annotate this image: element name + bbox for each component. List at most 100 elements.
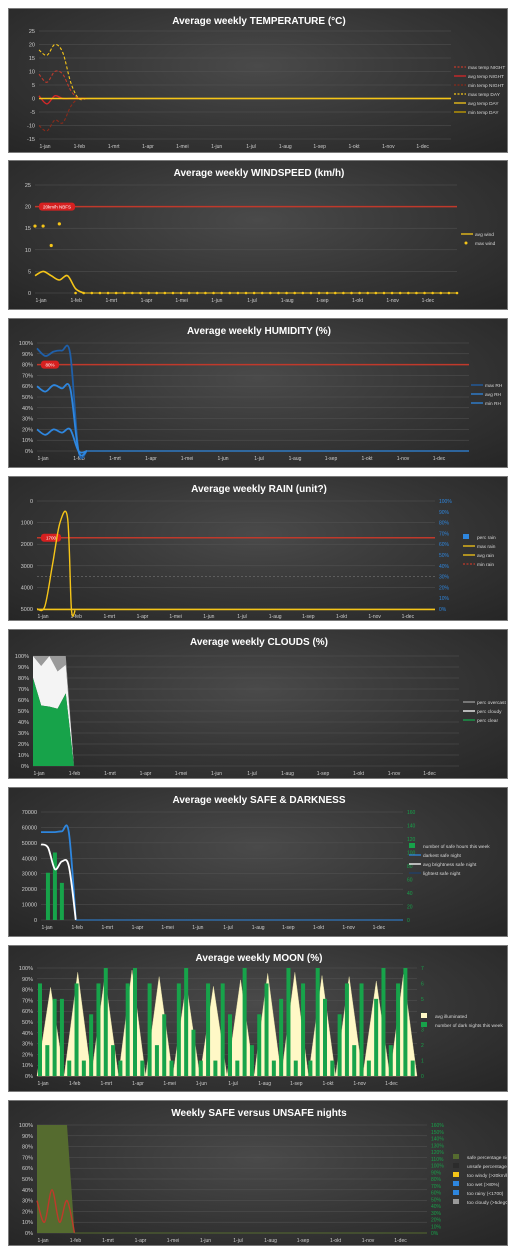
data-point [228,291,232,295]
data-point [179,291,183,295]
x-tick-label: 1-sep [313,144,326,150]
x-tick-label: 1-nov [386,298,399,304]
y-tick-label: 70% [18,687,29,693]
y-tick-label: 40% [22,1031,33,1037]
data-point [244,291,248,295]
legend-label: number of dark nights this week [435,1023,503,1029]
safe_unsafe-chart-svg: Weekly SAFE versus UNSAFE nights100%90%8… [19,1108,508,1244]
y2-tick-label: 60 [407,878,413,884]
area-illuminated [36,987,65,1077]
y2-tick-label: 20% [439,585,450,591]
x-tick-label: 1-mrt [109,456,121,462]
legend-swatch [453,1199,459,1204]
legend-label: max temp NIGHT [468,65,505,71]
y2-tick-label: 70% [439,531,450,537]
bar [147,983,152,1076]
humidity-chart-panel: Average weekly HUMIDITY (%) 100% 90% 80% 70%… [8,318,508,468]
area-safe [37,1125,75,1233]
y2-tick-label: 0% [431,1231,439,1237]
x-tick-label: 1-feb [70,614,82,620]
y-tick-label: 10 [25,248,31,254]
bar [176,983,181,1076]
x-tick-label: 1-apr [141,298,153,304]
data-point [333,291,337,295]
y-tick-label: 40% [22,1188,33,1194]
legend-label: safe percentage night [467,1155,508,1161]
y2-tick-label: 10% [431,1224,442,1230]
y2-tick-label: 0 [421,1074,424,1080]
legend-label: unsafe percentage night [467,1164,508,1170]
data-point [439,291,443,295]
x-tick-label: 1-mei [175,771,188,777]
y-tick-label: 60% [22,384,33,390]
humidity-chart-svg: Average weekly HUMIDITY (%) 100% 90% 80% 70%… [19,326,503,462]
data-point [74,291,77,295]
x-tick-label: 1-apr [145,456,157,462]
bar [38,983,42,1076]
x-tick-label: 1-jun [200,1238,211,1244]
bar [220,983,225,1076]
bar [59,882,64,920]
x-tick-label: 1-jan [37,456,48,462]
x-tick-label: 1-mei [175,298,188,304]
data-point [317,291,321,295]
y2-tick-label: 110% [431,1157,444,1163]
legend-label: too windy (>20km/h) [467,1173,508,1179]
bar [74,983,79,1076]
moon-chart-svg: Average weekly MOON (%)100%90%80%70%60%5… [19,953,503,1087]
data-point [196,291,199,295]
x-tick-label: 1-feb [74,144,86,150]
x-tick-label: 1-okt [361,456,373,462]
y-tick-label: 70% [22,1155,33,1161]
data-point [350,291,353,295]
y-tick-label: 30% [22,1199,33,1205]
data-point [423,291,426,295]
legend-swatch [421,1022,427,1027]
legend: perc rain max rain avg rain min rain [463,534,496,568]
y2-tick-label: 10% [439,596,450,602]
x-tick-label: 1-apr [142,144,154,150]
x-tick-label: 1-feb [70,1238,82,1244]
bar [257,1014,262,1076]
y-tick-label: 80% [18,676,29,682]
y-tick-label: 10% [22,1220,33,1226]
bar [337,1014,342,1076]
legend-label: lightest safe night [423,871,461,877]
bar [118,1060,123,1076]
bar [154,1045,159,1076]
data-point [106,291,110,295]
x-tick-label: 1-nov [397,456,410,462]
bar [59,998,64,1076]
clouds-chart-panel: Average weekly CLOUDS (%) 100% 90% 80% 70% 60… [8,629,508,779]
data-point [325,291,329,295]
x-tick-label: 1-mei [161,925,174,931]
series-line [36,1189,76,1234]
y-tick-label: 90% [22,1134,33,1140]
bar [301,983,306,1076]
x-tick-label: 1-jul [237,614,246,620]
x-tick-label: 1-jan [37,614,48,620]
legend-label: number of safe hours this week [423,844,490,850]
y2-tick-label: 80 [407,864,413,870]
area-clear [33,678,74,766]
x-tick-label: 1-mei [163,1081,176,1087]
data-point [90,291,94,295]
y2-tick-label: 160% [431,1123,444,1129]
x-tick-label: 1-okt [336,614,348,620]
y-tick-label: 100% [19,341,33,347]
moon-chart-panel: Average weekly MOON (%) 100% 90% 80% 70% 60% 5… [8,945,508,1092]
x-tick-label: 1-nov [353,1081,366,1087]
series-line [40,843,77,921]
safe_darkness-chart-panel: Average weekly SAFE & DARKNESS 70000 60000… [8,787,508,937]
y2-tick-label: 40% [431,1204,442,1210]
x-tick-label: 1-mei [169,614,182,620]
data-point [309,291,313,295]
y-tick-label: 10% [22,438,33,444]
y2-tick-label: 100 [407,851,416,857]
x-tick-label: 1-jun [192,925,203,931]
bar [308,1060,313,1076]
bar [286,968,291,1076]
series-line [38,97,87,132]
legend-label: too wet (>80%) [467,1182,500,1188]
bar [169,1060,174,1076]
